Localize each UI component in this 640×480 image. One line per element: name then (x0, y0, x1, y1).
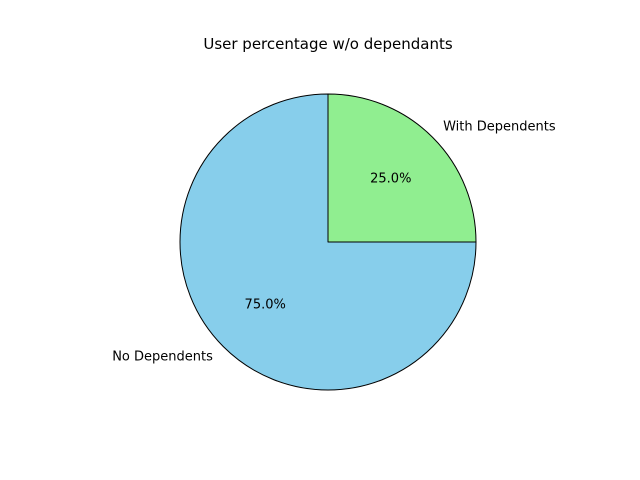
pie-labels: With Dependents 25.0% No Dependents 75.0% (112, 119, 556, 364)
slice-label-no-dependents: No Dependents (112, 350, 213, 365)
pie-slice-no-dependents (179, 93, 477, 391)
pie-slice-with-dependents (327, 93, 477, 243)
slice-label-with-dependents: With Dependents (443, 119, 556, 134)
slice-percent-no-dependents: 75.0% (245, 297, 286, 312)
chart-title: User percentage w/o dependants (203, 35, 452, 53)
pie-slices (179, 93, 477, 391)
slice-percent-with-dependents: 25.0% (370, 172, 411, 187)
